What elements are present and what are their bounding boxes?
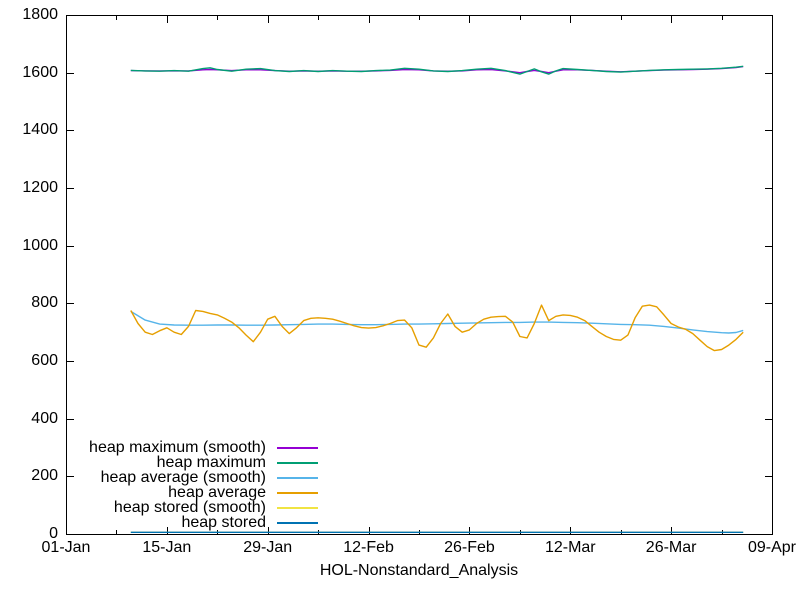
series-line-heap-maximum bbox=[130, 65, 744, 75]
legend: heap maximum (smooth) heap maximum heap … bbox=[70, 439, 318, 531]
x-tick-label: 26-Mar bbox=[645, 539, 697, 556]
x-tick-label: 26-Feb bbox=[444, 539, 495, 556]
y-tick-label: 1800 bbox=[22, 6, 58, 23]
y-tick-label: 400 bbox=[31, 409, 58, 427]
plot-border bbox=[66, 15, 773, 535]
legend-label: heap stored bbox=[181, 514, 266, 531]
legend-line-sample bbox=[277, 521, 318, 524]
legend-line-sample bbox=[277, 491, 318, 494]
legend-line-sample bbox=[277, 476, 318, 479]
legend-label: heap maximum bbox=[156, 454, 266, 471]
y-tick-label: 800 bbox=[31, 294, 58, 312]
legend-row: heap stored bbox=[70, 514, 318, 531]
x-tick-label: 12-Mar bbox=[544, 539, 596, 556]
legend-row: heap average bbox=[70, 484, 318, 501]
legend-label: heap average bbox=[168, 484, 266, 501]
legend-row: heap maximum (smooth) bbox=[70, 439, 318, 456]
y-tick-label: 1200 bbox=[22, 179, 58, 196]
legend-line-sample bbox=[277, 461, 318, 464]
series-line-heap-average bbox=[130, 304, 744, 352]
x-tick-label: 15-Jan bbox=[142, 539, 192, 556]
x-tick-label: 01-Jan bbox=[41, 539, 91, 556]
x-axis-title: HOL-Nonstandard_Analysis bbox=[319, 562, 519, 579]
legend-line-sample bbox=[277, 506, 318, 509]
y-tick-label: 0 bbox=[49, 525, 58, 542]
legend-row: heap average (smooth) bbox=[70, 469, 318, 486]
y-tick-label: 600 bbox=[31, 352, 58, 369]
x-tick-label: 29-Jan bbox=[243, 539, 293, 556]
y-tick-label: 1400 bbox=[22, 121, 58, 139]
x-tick-label: 09-Apr bbox=[747, 539, 797, 556]
x-tick-label: 12-Feb bbox=[343, 539, 394, 556]
y-tick-label: 1600 bbox=[22, 63, 58, 81]
legend-line-sample bbox=[277, 446, 318, 449]
legend-label: heap maximum (smooth) bbox=[89, 439, 266, 456]
y-tick-label: 200 bbox=[31, 467, 58, 485]
legend-row: heap maximum bbox=[70, 454, 318, 471]
legend-row: heap stored (smooth) bbox=[70, 499, 318, 516]
legend-label: heap stored (smooth) bbox=[113, 499, 266, 516]
y-tick-label: 1000 bbox=[22, 236, 58, 254]
legend-label: heap average (smooth) bbox=[100, 469, 266, 486]
